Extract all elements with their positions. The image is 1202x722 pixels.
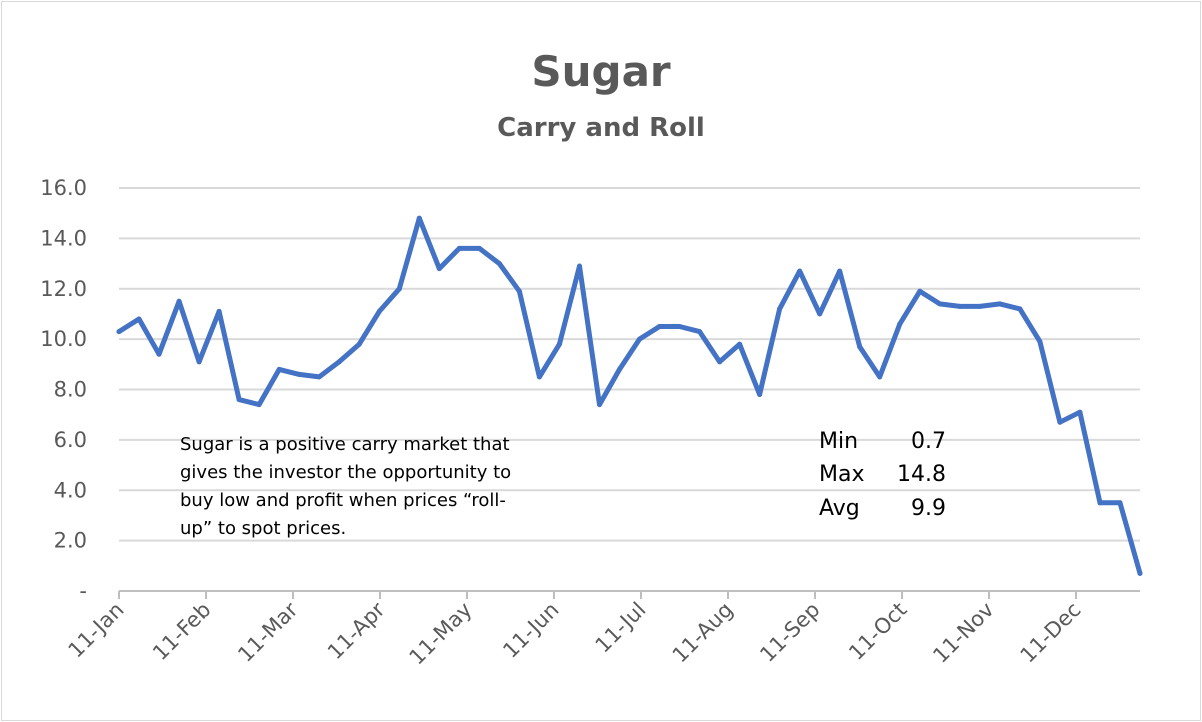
x-tick-label: 11-Dec	[1016, 598, 1086, 668]
data-point	[536, 374, 542, 380]
x-tick-label: 11-Jun	[498, 598, 563, 663]
data-point	[797, 268, 803, 274]
series-layer	[116, 215, 1143, 576]
stat-min-label: Min	[819, 429, 858, 454]
data-point	[236, 397, 242, 403]
data-point	[476, 245, 482, 251]
data-point	[597, 402, 602, 408]
data-point	[356, 341, 362, 347]
data-point	[156, 351, 162, 357]
y-tick-label: 8.0	[54, 378, 87, 402]
data-point	[957, 303, 963, 309]
data-point	[496, 261, 502, 267]
stat-avg-label: Avg	[819, 496, 860, 521]
data-point	[196, 359, 202, 365]
data-point	[577, 263, 582, 269]
data-point	[1117, 500, 1123, 506]
y-tick-label: 14.0	[40, 226, 87, 250]
x-tick-label: 11-May	[405, 598, 477, 670]
y-tick-label: 12.0	[40, 277, 87, 301]
data-point	[817, 311, 823, 317]
x-tick-label: 11-Apr	[323, 597, 390, 664]
data-point	[917, 288, 923, 294]
data-point	[837, 268, 843, 274]
chart-title: Sugar	[531, 47, 671, 96]
y-tick-label: -	[79, 579, 87, 603]
y-tick-label: 16.0	[40, 176, 87, 200]
y-tick-label: 10.0	[40, 327, 87, 351]
x-axis-ticks: 11-Jan 11-Feb 11-Mar 11-Apr 11-May 11-Jun 11-J…	[64, 591, 1086, 669]
data-point	[336, 359, 342, 365]
data-point	[937, 301, 943, 307]
x-tick-label: 11-Mar	[233, 597, 302, 666]
y-tick-label: 6.0	[54, 428, 87, 452]
stat-max-label: Max	[819, 462, 864, 487]
x-tick-label: 11-Jan	[64, 598, 129, 663]
stats-box: Min 0.7 Max 14.8 Avg 9.9	[819, 429, 946, 521]
stat-max-value: 14.8	[897, 462, 946, 487]
annotation-line-1: Sugar is a positive carry market that	[180, 434, 510, 455]
stat-avg-value: 9.9	[911, 496, 946, 521]
data-point	[1017, 306, 1023, 312]
annotation-line-3: buy low and profit when prices “roll-	[180, 490, 506, 511]
data-point	[456, 245, 462, 251]
data-point	[1137, 570, 1143, 576]
data-point	[1097, 500, 1103, 506]
data-point	[136, 316, 142, 322]
data-point	[416, 215, 422, 221]
gridlines	[119, 187, 1140, 592]
data-point	[176, 298, 182, 304]
data-point	[256, 402, 262, 408]
data-point	[777, 306, 783, 312]
data-point	[1057, 419, 1063, 425]
data-point	[737, 341, 743, 347]
x-tick-label: 11-Feb	[148, 598, 216, 666]
data-point	[877, 374, 883, 380]
y-tick-label: 4.0	[54, 478, 87, 502]
data-point	[897, 321, 903, 327]
data-point	[977, 303, 983, 309]
annotation-line-4: up” to spot prices.	[180, 518, 346, 539]
annotation-line-2: gives the investor the opportunity to	[180, 462, 511, 483]
data-point	[1037, 339, 1043, 345]
data-point	[116, 329, 122, 335]
data-point	[757, 392, 763, 397]
data-point	[617, 366, 622, 372]
x-tick-label: 11-Oct	[844, 598, 911, 665]
data-point	[296, 371, 302, 377]
x-tick-label: 11-Aug	[668, 598, 738, 668]
data-point	[396, 286, 402, 292]
data-point	[1077, 409, 1083, 415]
data-point	[997, 301, 1003, 307]
data-point	[276, 366, 282, 372]
x-tick-label: 11-Nov	[928, 598, 998, 668]
data-point	[637, 336, 642, 342]
data-point	[516, 288, 522, 294]
data-point	[376, 308, 382, 314]
data-point	[316, 374, 322, 380]
x-tick-label: 11-Jul	[591, 598, 651, 658]
data-point	[717, 359, 723, 365]
y-tick-label: 2.0	[54, 529, 87, 553]
annotation-box: Sugar is a positive carry market that gi…	[180, 434, 511, 539]
data-point	[657, 324, 662, 329]
series-line-sugar	[116, 215, 1143, 576]
data-point	[857, 344, 863, 350]
chart-subtitle: Carry and Roll	[497, 113, 705, 143]
data-point	[556, 341, 562, 347]
data-point	[677, 324, 682, 329]
data-point	[216, 308, 222, 314]
data-point	[697, 329, 703, 335]
y-axis-ticks: - 2.0 4.0 6.0 8.0 10.0 12.0 14.0 16.0	[40, 176, 87, 603]
stat-min-value: 0.7	[911, 429, 946, 454]
data-point	[436, 266, 442, 272]
x-tick-label: 11-Sep	[755, 598, 824, 667]
